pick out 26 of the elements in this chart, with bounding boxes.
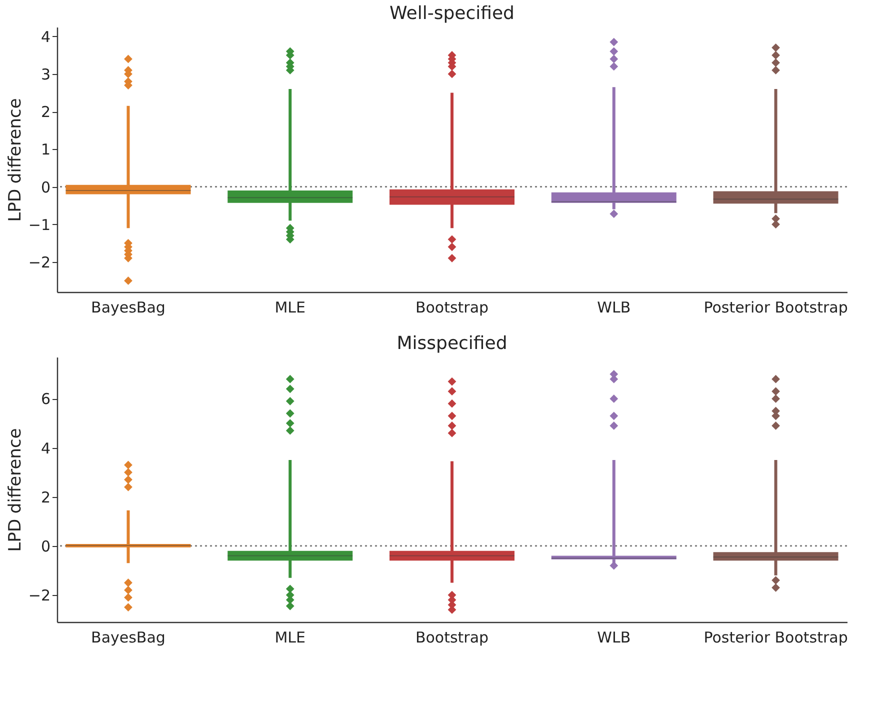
y-tick-label: 4 — [40, 439, 50, 458]
y-tick-label: 2 — [40, 488, 50, 506]
x-tick-label: Bootstrap — [415, 298, 489, 316]
y-tick-label: 0 — [40, 178, 50, 196]
x-tick-label: WLB — [597, 298, 631, 316]
y-tick-label: 3 — [40, 65, 50, 84]
y-tick-label: 0 — [40, 537, 50, 556]
y-axis-title: LPD difference — [5, 428, 26, 552]
x-tick-label: WLB — [597, 628, 631, 646]
y-tick-label: −2 — [28, 253, 50, 272]
y-tick-label: 6 — [40, 390, 50, 408]
y-tick-label: −1 — [28, 216, 50, 234]
y-tick-label: 1 — [40, 140, 50, 159]
y-tick-label: −2 — [28, 586, 50, 605]
y-tick-label: 2 — [40, 103, 50, 122]
x-tick-label: Bootstrap — [415, 628, 489, 646]
x-tick-label: MLE — [274, 298, 306, 316]
chart-title: Misspecified — [396, 333, 508, 354]
x-tick-label: BayesBag — [91, 628, 166, 646]
chart-title: Well-specified — [390, 3, 514, 24]
y-axis-title: LPD difference — [5, 98, 26, 222]
x-tick-label: BayesBag — [91, 298, 166, 316]
x-tick-label: MLE — [274, 628, 306, 646]
x-tick-label: Posterior Bootstrap — [704, 628, 848, 646]
y-tick-label: 4 — [40, 28, 50, 46]
x-tick-label: Posterior Bootstrap — [704, 298, 848, 316]
